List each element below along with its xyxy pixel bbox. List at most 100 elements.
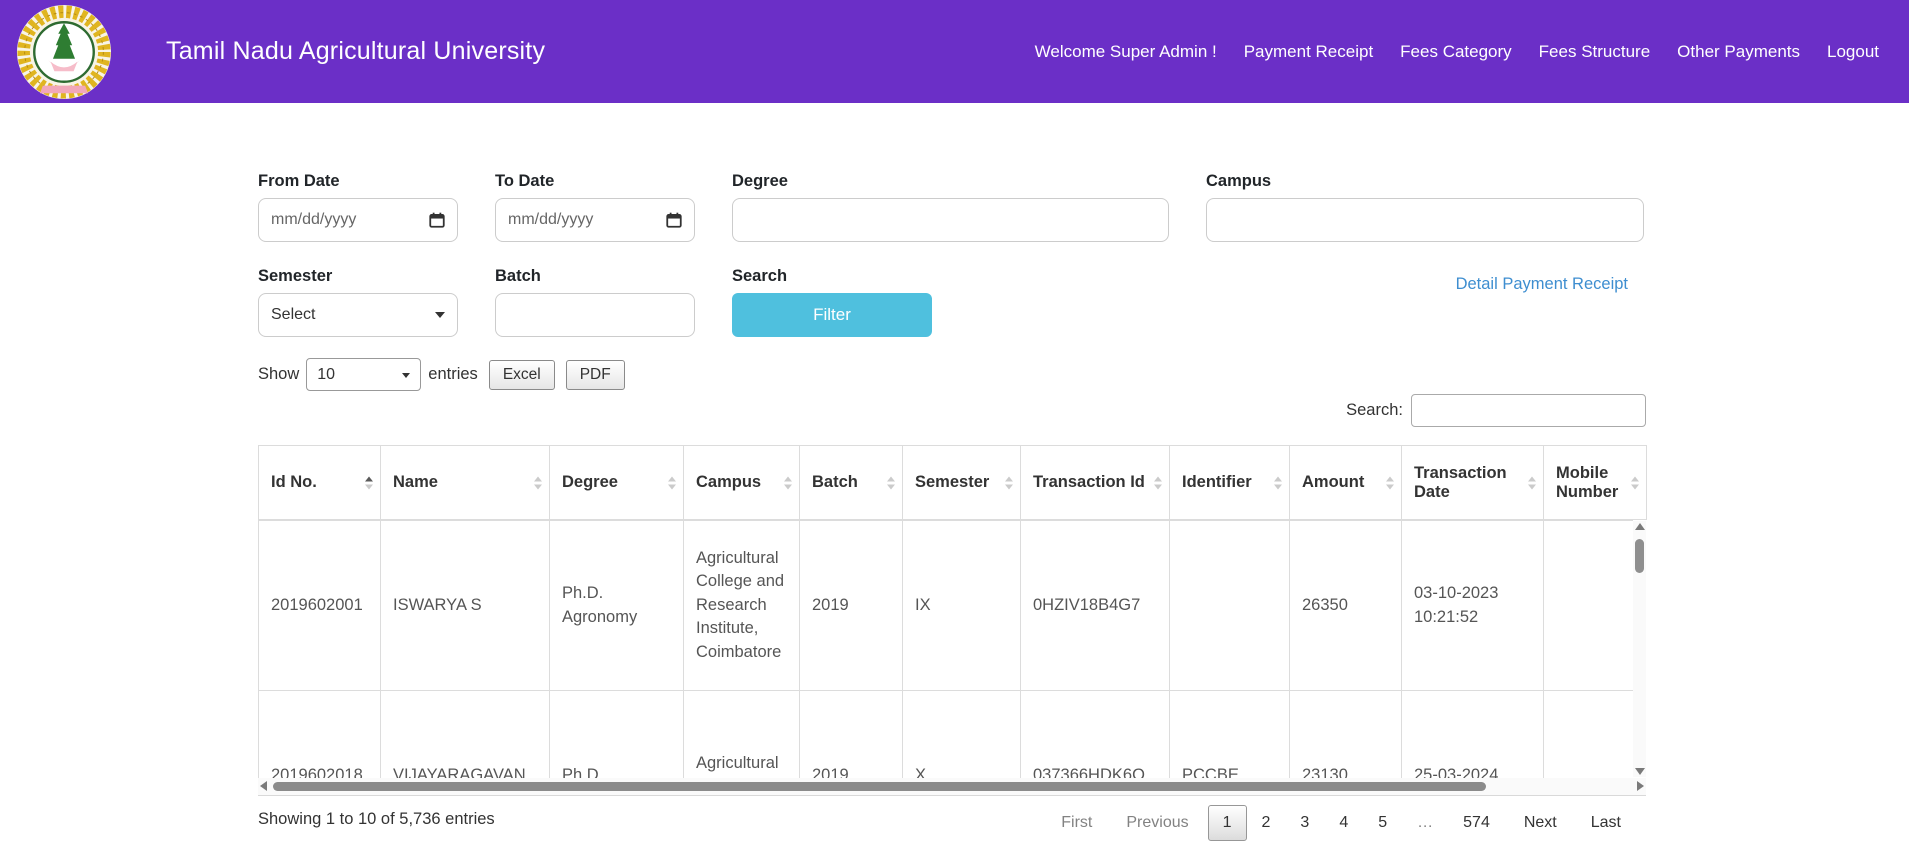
pagination-page-4[interactable]: 4 <box>1339 814 1349 831</box>
showing-entries-text: Showing 1 to 10 of 5,736 entries <box>258 810 495 828</box>
sort-icon <box>887 476 895 489</box>
col-header-degree[interactable]: Degree <box>549 445 684 520</box>
chevron-down-icon <box>402 373 411 378</box>
to-date-input[interactable] <box>495 198 695 242</box>
sort-icon <box>1274 476 1282 489</box>
col-header-transaction-id[interactable]: Transaction Id <box>1020 445 1170 520</box>
semester-select[interactable]: Select <box>258 293 458 337</box>
sort-icon <box>784 476 792 489</box>
entries-label: entries <box>428 365 478 383</box>
pagination-page-574[interactable]: 574 <box>1463 814 1490 831</box>
table-row: 2019602018 VIJAYARAGAVAN Ph.D. Agricultu… <box>258 690 1633 778</box>
pagination: First Previous 1 2 3 4 5 … 574 Next Last <box>1046 805 1636 841</box>
chevron-down-icon <box>435 312 445 318</box>
horizontal-scroll-thumb[interactable] <box>273 782 1486 791</box>
show-label: Show <box>258 365 300 383</box>
batch-input[interactable] <box>495 293 695 337</box>
degree-input[interactable] <box>732 198 1169 242</box>
nav-logout[interactable]: Logout <box>1827 41 1879 61</box>
detail-payment-receipt-link[interactable]: Detail Payment Receipt <box>1455 275 1628 293</box>
cell-identifier: PCCBE <box>1169 690 1290 778</box>
col-header-batch[interactable]: Batch <box>799 445 903 520</box>
cell-degree: Ph.D. <box>549 690 684 778</box>
calendar-icon[interactable] <box>428 211 446 229</box>
cell-transaction-date: 25-03-2024 <box>1401 690 1544 778</box>
scroll-up-icon[interactable] <box>1635 523 1645 530</box>
cell-amount: 23130 <box>1289 690 1402 778</box>
pagination-previous[interactable]: Previous <box>1126 814 1189 831</box>
cell-amount: 26350 <box>1289 520 1402 691</box>
sort-icon <box>1005 476 1013 489</box>
cell-transaction-id: 0HZIV18B4G7 <box>1020 520 1170 691</box>
batch-label: Batch <box>495 267 541 285</box>
nav-welcome: Welcome Super Admin ! <box>1034 41 1217 61</box>
table-search-row: Search: <box>258 394 1646 427</box>
col-header-mobile-number[interactable]: Mobile Number <box>1543 445 1647 520</box>
col-header-transaction-date[interactable]: Transaction Date <box>1401 445 1544 520</box>
campus-label: Campus <box>1206 172 1272 190</box>
pdf-export-button[interactable]: PDF <box>565 359 625 390</box>
col-header-semester[interactable]: Semester <box>902 445 1021 520</box>
table-search-label: Search: <box>1346 401 1403 419</box>
cell-campus: Agricultural College and Research Instit… <box>683 520 800 691</box>
cell-campus: Agricultural College and <box>683 690 800 778</box>
cell-degree: Ph.D. Agronomy <box>549 520 684 691</box>
cell-batch: 2019 <box>799 690 903 778</box>
calendar-icon[interactable] <box>665 211 683 229</box>
col-header-amount[interactable]: Amount <box>1289 445 1402 520</box>
semester-selected-value: Select <box>271 306 316 323</box>
nav-fees-category[interactable]: Fees Category <box>1400 41 1512 61</box>
table-header: Id No. Name Degree Campus Batch Semester… <box>258 445 1647 520</box>
pagination-page-1[interactable]: 1 <box>1207 805 1247 841</box>
cell-identifier <box>1169 520 1290 691</box>
from-date-label: From Date <box>258 172 340 190</box>
sort-icon <box>534 476 542 489</box>
excel-export-button[interactable]: Excel <box>488 359 555 390</box>
sort-icon <box>1386 476 1394 489</box>
entries-length-select[interactable]: 10 <box>306 358 422 391</box>
sort-icon <box>1631 476 1639 489</box>
col-header-campus[interactable]: Campus <box>683 445 800 520</box>
horizontal-scrollbar[interactable] <box>258 778 1646 795</box>
campus-input[interactable] <box>1206 198 1644 242</box>
cell-batch: 2019 <box>799 520 903 691</box>
sort-icon <box>365 476 373 489</box>
pagination-page-3[interactable]: 3 <box>1300 814 1310 831</box>
app-header: Tamil Nadu Agricultural University Welco… <box>0 0 1909 103</box>
scroll-left-icon[interactable] <box>260 781 267 791</box>
page-title: Tamil Nadu Agricultural University <box>166 37 546 65</box>
nav-payment-receipt[interactable]: Payment Receipt <box>1243 41 1374 61</box>
col-header-identifier[interactable]: Identifier <box>1169 445 1290 520</box>
main-nav: Welcome Super Admin ! Payment Receipt Fe… <box>1035 42 1879 62</box>
pagination-page-2[interactable]: 2 <box>1261 814 1271 831</box>
table-controls: Show 10 entries Excel PDF <box>258 358 1646 391</box>
nav-other-payments[interactable]: Other Payments <box>1677 41 1800 61</box>
table-footer: Showing 1 to 10 of 5,736 entries First P… <box>258 805 1646 841</box>
cell-semester: X <box>902 690 1021 778</box>
filter-row-1: From Date To Date <box>258 172 1646 242</box>
table-body-viewport: 2019602001 ISWARYA S Ph.D. Agronomy Agri… <box>258 520 1633 778</box>
search-filter-label: Search <box>732 267 788 285</box>
col-header-name[interactable]: Name <box>380 445 550 520</box>
cell-id-no: 2019602018 <box>258 690 381 778</box>
cell-mobile-number <box>1543 690 1633 778</box>
semester-label: Semester <box>258 267 333 285</box>
pagination-first[interactable]: First <box>1061 814 1093 831</box>
filter-button[interactable]: Filter <box>732 293 932 337</box>
vertical-scrollbar[interactable] <box>1633 521 1646 777</box>
pagination-last[interactable]: Last <box>1590 814 1621 831</box>
from-date-input[interactable] <box>258 198 458 242</box>
table-row: 2019602001 ISWARYA S Ph.D. Agronomy Agri… <box>258 520 1633 691</box>
sort-icon <box>1154 476 1162 489</box>
col-header-id-no[interactable]: Id No. <box>258 445 381 520</box>
scroll-right-icon[interactable] <box>1637 781 1644 791</box>
degree-label: Degree <box>732 172 788 190</box>
pagination-next[interactable]: Next <box>1523 814 1557 831</box>
cell-mobile-number <box>1543 520 1633 691</box>
to-date-label: To Date <box>495 172 555 190</box>
table-search-input[interactable] <box>1411 394 1646 427</box>
nav-fees-structure[interactable]: Fees Structure <box>1538 41 1651 61</box>
pagination-page-5[interactable]: 5 <box>1378 814 1388 831</box>
scroll-down-icon[interactable] <box>1635 768 1645 775</box>
vertical-scroll-thumb[interactable] <box>1635 539 1644 573</box>
